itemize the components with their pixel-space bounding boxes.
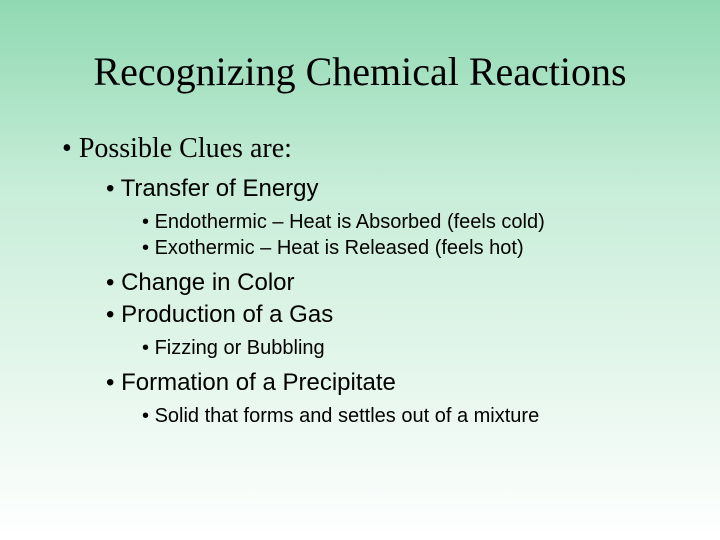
item-precipitate-sub1: Solid that forms and settles out of a mi… bbox=[142, 405, 678, 428]
slide-container: Recognizing Chemical Reactions Possible … bbox=[0, 0, 720, 428]
item-transfer: Transfer of Energy bbox=[106, 175, 678, 203]
item-color: Change in Color bbox=[106, 269, 678, 297]
item-precipitate: Formation of a Precipitate bbox=[106, 369, 678, 397]
item-transfer-sub2: Exothermic – Heat is Released (feels hot… bbox=[142, 237, 678, 260]
intro-line: Possible Clues are: bbox=[62, 133, 678, 165]
item-gas-sub1: Fizzing or Bubbling bbox=[142, 337, 678, 360]
item-transfer-sub1: Endothermic – Heat is Absorbed (feels co… bbox=[142, 211, 678, 234]
item-gas: Production of a Gas bbox=[106, 301, 678, 329]
slide-title: Recognizing Chemical Reactions bbox=[42, 48, 678, 95]
